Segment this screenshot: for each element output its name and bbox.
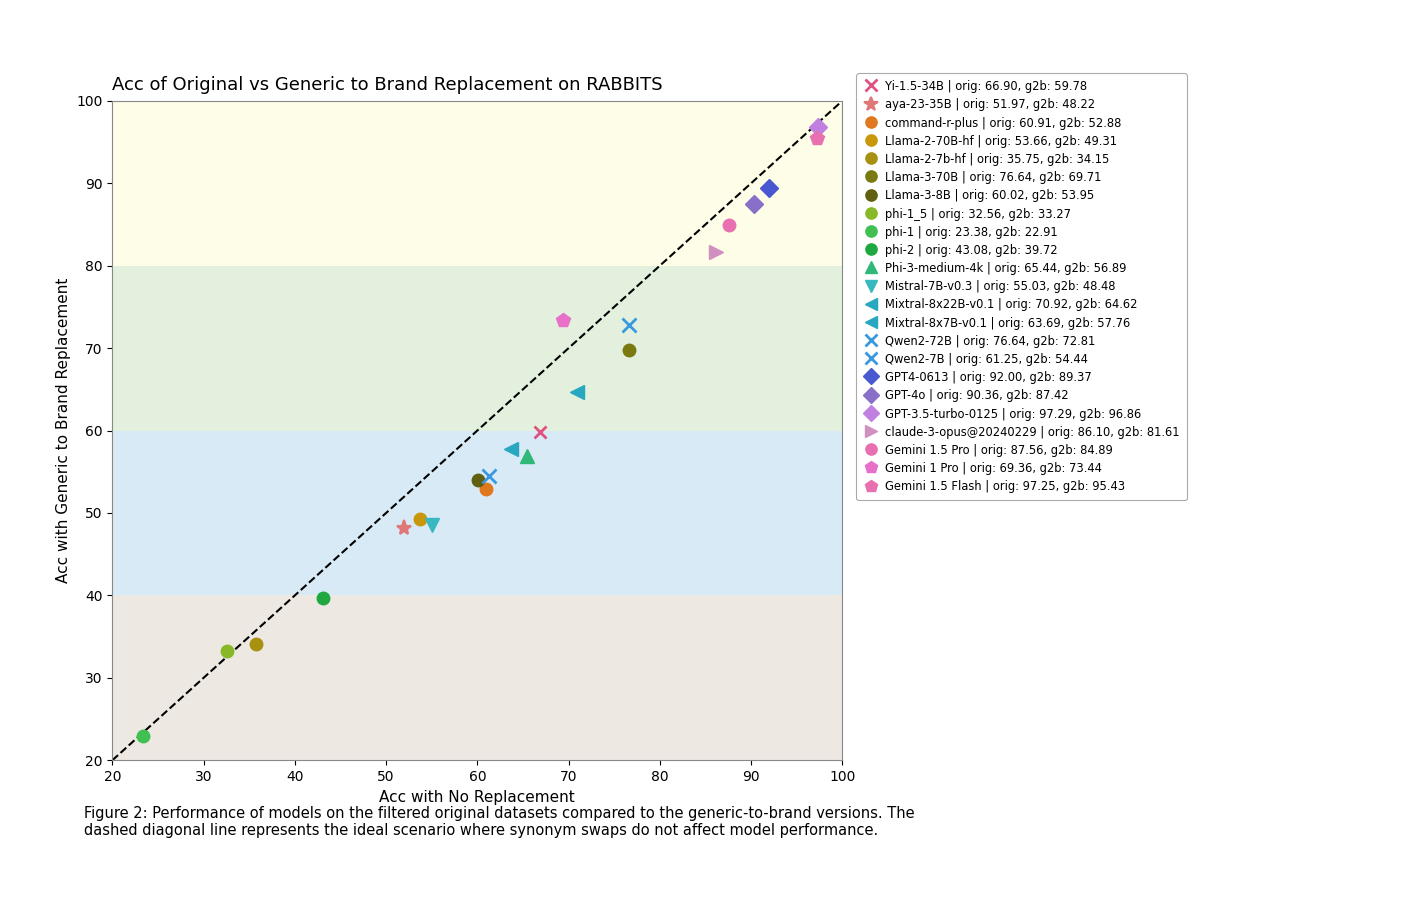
Y-axis label: Acc with Generic to Brand Replacement: Acc with Generic to Brand Replacement — [56, 278, 70, 583]
Bar — [112, 266, 842, 431]
Bar — [112, 431, 842, 595]
Text: Figure 2: Performance of models on the filtered original datasets compared to th: Figure 2: Performance of models on the f… — [84, 806, 915, 838]
Bar — [112, 595, 842, 760]
Text: Acc of Original vs Generic to Brand Replacement on RABBITS: Acc of Original vs Generic to Brand Repl… — [112, 76, 663, 93]
X-axis label: Acc with No Replacement: Acc with No Replacement — [379, 790, 576, 804]
Bar — [112, 101, 842, 266]
Legend: Yi-1.5-34B | orig: 66.90, g2b: 59.78, aya-23-35B | orig: 51.97, g2b: 48.22, comm: Yi-1.5-34B | orig: 66.90, g2b: 59.78, ay… — [856, 73, 1186, 500]
